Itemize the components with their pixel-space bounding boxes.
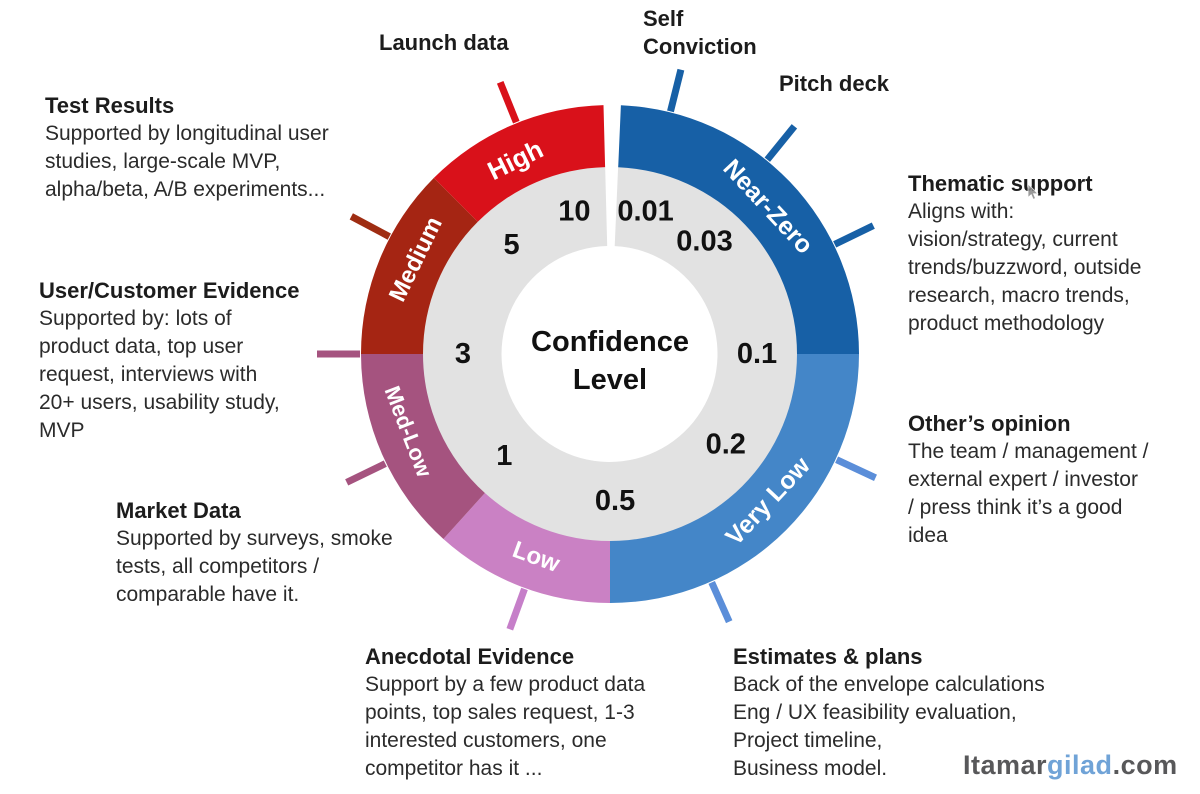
scale-ring [421, 165, 800, 544]
segment-low [443, 493, 610, 603]
annotation-title: Other’s opinion [908, 411, 1071, 436]
annotation-title: User/Customer Evidence [39, 278, 300, 303]
annotation-body: Support by a few product data points, to… [365, 673, 646, 780]
tick-estimates-plans [708, 580, 733, 624]
tick-anecdotal-evidence [506, 587, 528, 631]
scale-value: 10 [558, 195, 590, 227]
annotation-title: Estimates & plans [733, 644, 923, 669]
scale-value: 0.1 [737, 338, 777, 370]
annotation-body: The team / management / external expert … [908, 440, 1149, 547]
tick-launch-data [496, 80, 520, 124]
scale-value: 0.5 [595, 485, 635, 517]
annotation-title: Test Results [45, 93, 175, 118]
segment-med-low [361, 354, 485, 539]
tick-others-opinion [835, 456, 877, 481]
annotation-self-conviction: Self Conviction [643, 5, 757, 61]
chart-center-title: Level [573, 364, 647, 396]
annotation-body: Supported by longitudinal user studies, … [45, 122, 329, 201]
scale-value: 3 [455, 338, 471, 370]
annotation-pitch-deck: Pitch deck [779, 70, 889, 98]
annotation-body: Supported by surveys, smoke tests, all c… [116, 527, 393, 606]
annotation-body: Back of the envelope calculations Eng / … [733, 673, 1045, 780]
tick-self-conviction [667, 68, 685, 113]
annotation-market-data: Market Data Supported by surveys, smoke … [116, 497, 451, 609]
annotation-title: Launch data [379, 30, 509, 55]
scale-value: 0.2 [706, 429, 746, 461]
annotation-title: Market Data [116, 498, 241, 523]
annotation-title: Pitch deck [779, 71, 890, 96]
tick-test-results [349, 213, 391, 240]
segment-high [433, 105, 606, 222]
tick-market-data [345, 460, 387, 486]
tick-pitch-deck [764, 124, 798, 162]
scale-value: 5 [504, 229, 520, 261]
segment-medium [360, 177, 478, 354]
annotation-launch-data: Launch data [379, 29, 509, 57]
tick-thematic-support [833, 222, 875, 248]
annotation-thematic-support: Thematic support Aligns with: vision/str… [908, 170, 1200, 338]
annotation-title: Anecdotal Evidence [365, 644, 575, 669]
watermark-dotcom: .com [1112, 750, 1178, 780]
annotation-estimates-plans: Estimates & plans Back of the envelope c… [733, 643, 1093, 783]
annotation-body: Aligns with: vision/strategy, current tr… [908, 200, 1142, 335]
watermark-gilad: gilad [1047, 750, 1113, 780]
annotation-body: Supported by: lots of product data, top … [39, 307, 280, 442]
chart-center-title: Confidence [531, 326, 689, 358]
annotation-anecdotal-evidence: Anecdotal Evidence Support by a few prod… [365, 643, 700, 783]
annotation-test-results: Test Results Supported by longitudinal u… [45, 92, 390, 204]
site-watermark: Itamargilad.com [963, 750, 1178, 781]
mouse-cursor-icon [1027, 184, 1039, 200]
scale-value: 1 [496, 440, 512, 472]
annotation-others-opinion: Other’s opinion The team / management / … [908, 410, 1200, 550]
annotation-title: Thematic support [908, 171, 1093, 196]
segment-very-low [610, 354, 859, 603]
scale-value: 0.03 [676, 225, 732, 257]
scale-value: 0.01 [617, 195, 673, 227]
watermark-itamar: Itamar [963, 750, 1048, 780]
segment-near-zero [618, 105, 859, 354]
annotation-title: Self Conviction [643, 6, 757, 59]
annotation-user-customer-evidence: User/Customer Evidence Supported by: lot… [39, 277, 339, 445]
